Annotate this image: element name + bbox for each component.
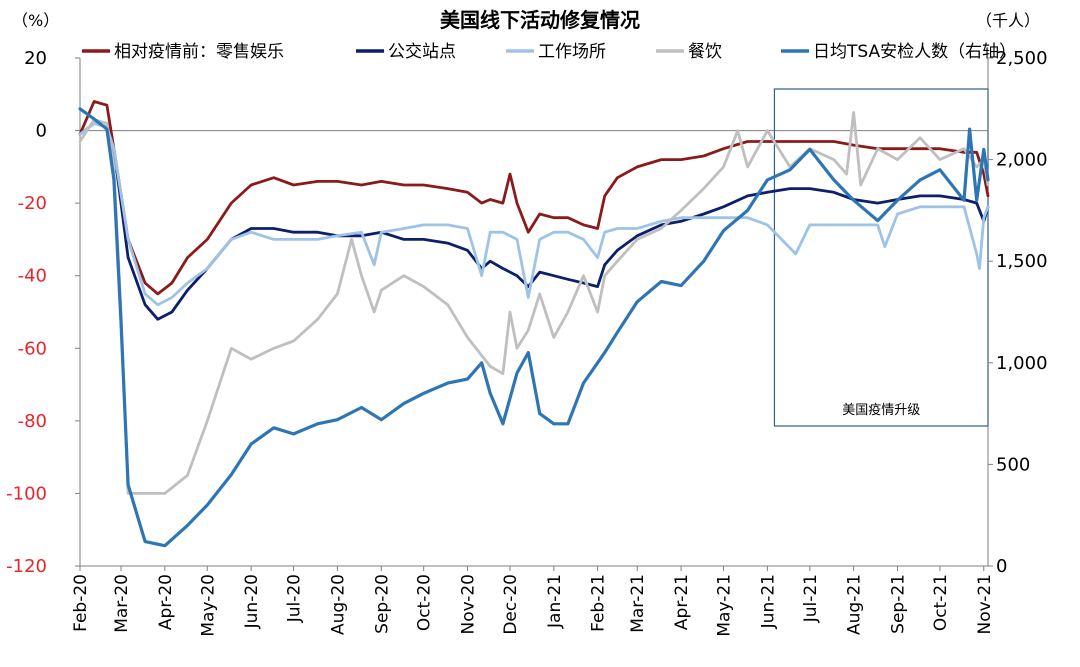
x-axis-tick-label: Nov-21 [975, 574, 995, 635]
x-axis-tick-label: May-21 [715, 574, 735, 637]
left-axis-tick-label: -20 [18, 193, 47, 214]
x-axis-tick-label: Oct-21 [931, 574, 951, 631]
x-axis-tick-label: Feb-21 [589, 574, 609, 632]
x-axis-tick-label: Dec-20 [501, 574, 521, 635]
series-group [78, 100, 990, 548]
right-axis-tick-label: 2,500 [996, 48, 1048, 69]
annotation: 美国疫情升级 [773, 88, 989, 427]
left-axis-tick-label: 20 [24, 48, 47, 69]
tick-labels: 20 0 -20 -40 -60 -80 -100 -120 2,500 2,000 1,500 1,… [6, 48, 1047, 637]
x-axis-tick-label: Sep-20 [372, 574, 392, 634]
x-axis-tick-label: Jan-21 [545, 574, 565, 629]
x-axis-tick-label: Oct-20 [415, 574, 435, 631]
left-axis-unit: （%） [12, 11, 59, 30]
right-axis-unit: （千人） [976, 11, 1040, 30]
annotation-label: 美国疫情升级 [842, 402, 920, 418]
series-line-1 [78, 100, 990, 296]
left-axis-tick-label: -120 [6, 556, 47, 577]
x-axis-tick-label: Jun-20 [242, 574, 262, 629]
chart-title: 美国线下活动修复情况 [440, 8, 640, 32]
right-axis-tick-label: 1,000 [996, 353, 1048, 374]
x-axis-tick-label: May-20 [198, 574, 218, 637]
legend: 相对疫情前：零售娱乐 公交站点 工作场所 餐饮 日均TSA安检人数（右轴） [82, 42, 1016, 62]
x-axis-tick-label: Feb-20 [71, 574, 91, 632]
x-axis-tick-label: Apr-21 [672, 574, 692, 630]
x-axis-tick-label: Mar-20 [112, 574, 132, 633]
x-axis-tick-label: Jul-21 [801, 574, 821, 623]
left-axis-tick-label: -60 [18, 338, 47, 359]
series-line-2 [78, 121, 990, 321]
right-axis-tick-label: 1,500 [996, 251, 1048, 272]
left-axis-tick-label: -100 [6, 483, 47, 504]
right-axis-tick-label: 0 [996, 556, 1007, 577]
left-axis-tick-label: -80 [18, 411, 47, 432]
x-axis-tick-label: Aug-20 [328, 574, 348, 635]
right-axis-tick-label: 500 [996, 454, 1030, 475]
x-axis-tick-label: Mar-21 [628, 574, 648, 633]
x-axis-tick-label: Nov-20 [459, 574, 479, 635]
left-axis-tick-label: 0 [36, 121, 47, 142]
x-axis-tick-label: Sep-21 [888, 574, 908, 634]
x-axis-tick-label: Jul-20 [285, 574, 305, 623]
legend-label: 日均TSA安检人数（右轴） [813, 42, 1016, 62]
series-line-4 [78, 111, 990, 495]
left-axis-tick-label: -40 [18, 266, 47, 287]
legend-label: 相对疫情前：零售娱乐 [114, 42, 284, 62]
x-axis-tick-label: Aug-21 [845, 574, 865, 635]
legend-label: 公交站点 [388, 42, 456, 62]
series-line-3 [78, 121, 990, 307]
x-axis-tick-label: Apr-20 [156, 574, 176, 630]
x-axis-tick-label: Jun-21 [758, 574, 778, 629]
legend-label: 工作场所 [538, 42, 606, 62]
series-line-5 [78, 107, 990, 548]
annotation-box [773, 88, 989, 427]
legend-label: 餐饮 [688, 42, 722, 62]
right-axis-tick-label: 2,000 [996, 150, 1048, 171]
